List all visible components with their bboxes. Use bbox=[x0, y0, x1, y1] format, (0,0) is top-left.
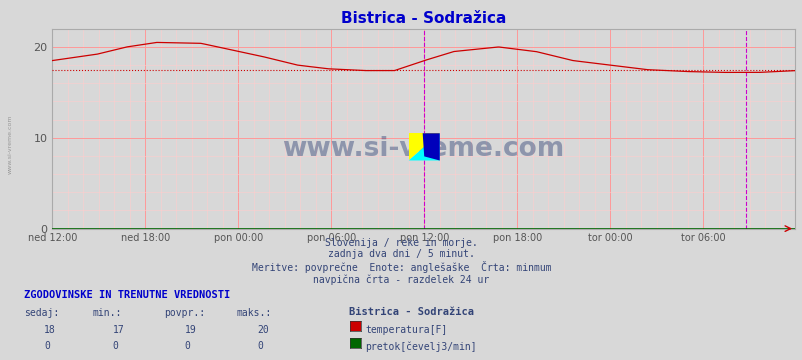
Text: 0: 0 bbox=[44, 341, 50, 351]
Text: temperatura[F]: temperatura[F] bbox=[365, 325, 447, 335]
Text: min.:: min.: bbox=[92, 308, 122, 318]
Title: Bistrica - Sodražica: Bistrica - Sodražica bbox=[341, 11, 505, 26]
Polygon shape bbox=[408, 133, 439, 161]
Text: maks.:: maks.: bbox=[237, 308, 272, 318]
Text: 0: 0 bbox=[112, 341, 118, 351]
Text: 20: 20 bbox=[257, 325, 269, 335]
Text: Slovenija / reke in morje.
zadnja dva dni / 5 minut.
Meritve: povprečne  Enote: : Slovenija / reke in morje. zadnja dva dn… bbox=[251, 238, 551, 285]
Text: www.si-vreme.com: www.si-vreme.com bbox=[282, 136, 564, 162]
Text: 19: 19 bbox=[184, 325, 196, 335]
Text: Bistrica - Sodražica: Bistrica - Sodražica bbox=[349, 307, 474, 317]
Text: www.si-vreme.com: www.si-vreme.com bbox=[8, 114, 13, 174]
Text: sedaj:: sedaj: bbox=[24, 308, 59, 318]
Text: 17: 17 bbox=[112, 325, 124, 335]
Polygon shape bbox=[422, 133, 439, 161]
Polygon shape bbox=[408, 133, 439, 161]
Text: 0: 0 bbox=[184, 341, 190, 351]
Text: povpr.:: povpr.: bbox=[164, 308, 205, 318]
Text: 18: 18 bbox=[44, 325, 56, 335]
Text: 0: 0 bbox=[257, 341, 262, 351]
Text: ZGODOVINSKE IN TRENUTNE VREDNOSTI: ZGODOVINSKE IN TRENUTNE VREDNOSTI bbox=[24, 290, 230, 300]
Text: pretok[čevelj3/min]: pretok[čevelj3/min] bbox=[365, 341, 476, 352]
